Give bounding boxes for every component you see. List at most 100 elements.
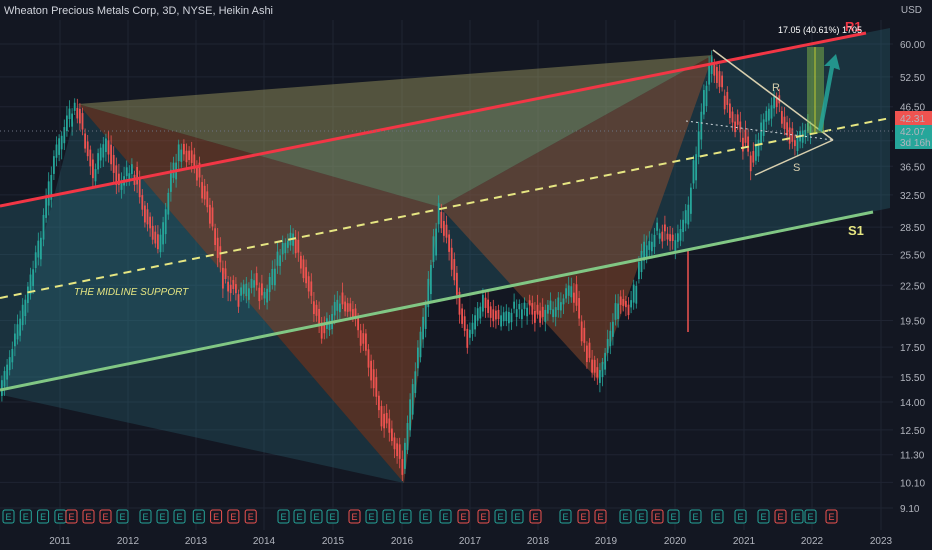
svg-text:E: E bbox=[57, 512, 63, 522]
last-price-badge: 42.31 bbox=[895, 111, 932, 125]
svg-text:E: E bbox=[460, 512, 466, 522]
candle-body bbox=[578, 298, 580, 319]
candle-body bbox=[125, 167, 128, 177]
earnings-marker[interactable]: E bbox=[791, 509, 804, 524]
earnings-marker[interactable]: E bbox=[348, 509, 361, 524]
earnings-marker[interactable]: E bbox=[494, 509, 507, 524]
earnings-marker[interactable]: E bbox=[116, 509, 129, 524]
candle-body bbox=[224, 268, 227, 280]
candle-body bbox=[352, 309, 354, 317]
earnings-marker[interactable]: E bbox=[382, 509, 395, 524]
earnings-marker[interactable]: E bbox=[293, 509, 306, 524]
earnings-marker[interactable]: E bbox=[99, 509, 112, 524]
candle-body bbox=[575, 284, 578, 306]
svg-text:E: E bbox=[402, 512, 408, 522]
svg-text:E: E bbox=[40, 512, 46, 522]
candle-body bbox=[307, 276, 310, 292]
x-tick-label: 2019 bbox=[595, 536, 618, 547]
candle-body bbox=[786, 122, 788, 136]
candle-body bbox=[24, 299, 27, 317]
candle-body bbox=[653, 234, 656, 247]
x-tick-label: 2016 bbox=[391, 536, 414, 547]
earnings-marker[interactable]: E bbox=[2, 509, 15, 524]
earnings-marker[interactable]: E bbox=[419, 509, 432, 524]
pattern-right-yellow bbox=[78, 55, 713, 207]
candle-body bbox=[570, 286, 573, 298]
candle-body bbox=[344, 301, 346, 312]
earnings-marker[interactable]: E bbox=[192, 509, 205, 524]
candle-body bbox=[453, 259, 456, 281]
candle-body bbox=[261, 283, 263, 296]
earnings-marker[interactable]: E bbox=[594, 509, 607, 524]
candle-body bbox=[196, 165, 198, 181]
earnings-marker[interactable]: E bbox=[635, 509, 648, 524]
candle-body bbox=[534, 310, 536, 323]
svg-text:E: E bbox=[580, 512, 586, 522]
earnings-marker[interactable]: E bbox=[65, 509, 78, 524]
candle-body bbox=[742, 137, 744, 152]
earnings-marker[interactable]: E bbox=[54, 509, 67, 524]
earnings-marker[interactable]: E bbox=[825, 509, 838, 524]
earnings-marker[interactable]: E bbox=[689, 509, 702, 524]
earnings-marker[interactable]: E bbox=[511, 509, 524, 524]
candle-body bbox=[53, 156, 55, 174]
earnings-marker[interactable]: E bbox=[651, 509, 664, 524]
candle-body bbox=[586, 345, 588, 363]
earnings-marker[interactable]: E bbox=[577, 509, 590, 524]
earnings-marker[interactable]: E bbox=[139, 509, 152, 524]
earnings-marker[interactable]: E bbox=[227, 509, 240, 524]
candle-body bbox=[684, 210, 687, 224]
svg-text:E: E bbox=[213, 512, 219, 522]
earnings-marker[interactable]: E bbox=[310, 509, 323, 524]
candle-body bbox=[253, 280, 255, 288]
y-tick-label: 19.50 bbox=[900, 317, 925, 328]
earnings-marker[interactable]: E bbox=[439, 509, 452, 524]
earnings-marker[interactable]: E bbox=[559, 509, 572, 524]
pattern-right-orange bbox=[440, 55, 713, 380]
earnings-marker[interactable]: E bbox=[399, 509, 412, 524]
x-tick-label: 2018 bbox=[527, 536, 550, 547]
candle-body bbox=[671, 234, 674, 242]
earnings-marker[interactable]: E bbox=[477, 509, 490, 524]
earnings-marker[interactable]: E bbox=[774, 509, 787, 524]
svg-text:E: E bbox=[480, 512, 486, 522]
candle-body bbox=[435, 228, 437, 256]
earnings-marker[interactable]: E bbox=[244, 509, 257, 524]
earnings-marker[interactable]: E bbox=[326, 509, 339, 524]
candle-body bbox=[136, 166, 138, 185]
midline-support bbox=[0, 117, 891, 299]
candle-body bbox=[47, 181, 50, 206]
earnings-marker[interactable]: E bbox=[619, 509, 632, 524]
earnings-marker[interactable]: E bbox=[757, 509, 770, 524]
time-axis[interactable]: 2011 2012 2013 2014 2015 2016 2017 2018 2019 2020… bbox=[49, 536, 892, 547]
y-tick-label: 46.50 bbox=[900, 103, 925, 114]
candle-body bbox=[677, 233, 679, 242]
candle-body bbox=[632, 284, 635, 303]
candle-body bbox=[55, 144, 58, 158]
earnings-marker[interactable]: E bbox=[156, 509, 169, 524]
earnings-marker[interactable]: E bbox=[365, 509, 378, 524]
candle-body bbox=[695, 154, 697, 181]
candle-body bbox=[1, 380, 3, 396]
earnings-marker[interactable]: E bbox=[804, 509, 817, 524]
earnings-marker[interactable]: E bbox=[711, 509, 724, 524]
earnings-marker[interactable]: E bbox=[529, 509, 542, 524]
candle-body bbox=[723, 95, 726, 110]
earnings-marker[interactable]: E bbox=[173, 509, 186, 524]
earnings-marker[interactable]: E bbox=[37, 509, 50, 524]
candle-body bbox=[29, 274, 32, 295]
candle-body bbox=[419, 331, 422, 358]
earnings-marker[interactable]: E bbox=[667, 509, 680, 524]
currency-label: USD bbox=[900, 5, 922, 16]
candle-body bbox=[604, 352, 606, 370]
earnings-marker[interactable]: E bbox=[734, 509, 747, 524]
candle-body bbox=[380, 406, 383, 427]
svg-text:3d 16h: 3d 16h bbox=[900, 138, 931, 149]
earnings-marker[interactable]: E bbox=[210, 509, 223, 524]
candle-body bbox=[276, 251, 279, 266]
earnings-marker[interactable]: E bbox=[277, 509, 290, 524]
earnings-marker[interactable]: E bbox=[457, 509, 470, 524]
earnings-marker[interactable]: E bbox=[82, 509, 95, 524]
earnings-marker[interactable]: E bbox=[19, 509, 32, 524]
